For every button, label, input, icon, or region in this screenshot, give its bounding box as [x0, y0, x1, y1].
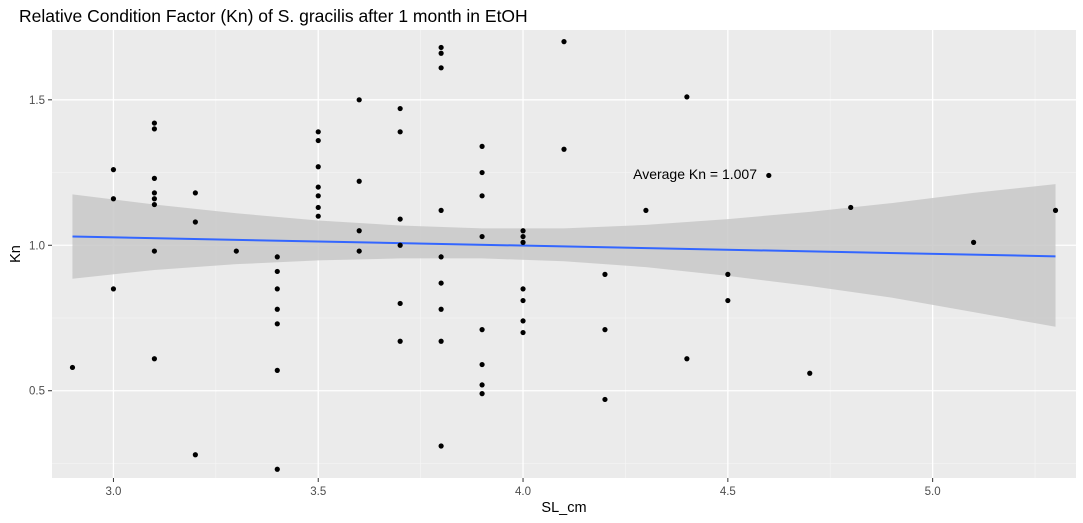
- data-point: [151, 190, 157, 196]
- data-point: [397, 129, 403, 135]
- data-point: [356, 248, 362, 254]
- data-point: [315, 137, 321, 144]
- data-point: [520, 239, 526, 245]
- data-point: [848, 204, 854, 211]
- data-point: [315, 213, 321, 219]
- data-point: [1052, 207, 1059, 213]
- data-point: [479, 169, 485, 176]
- x-tick-label: 3.0: [105, 486, 121, 498]
- x-tick-label: 3.5: [310, 486, 326, 498]
- data-point: [479, 143, 485, 149]
- x-tick-label: 5.0: [925, 486, 941, 498]
- chart-title: Relative Condition Factor (Kn) of S. gra…: [19, 6, 528, 26]
- x-tick-label: 4.0: [515, 486, 531, 498]
- data-point: [192, 190, 198, 196]
- x-axis-label: SL_cm: [541, 500, 586, 516]
- data-point: [151, 356, 157, 362]
- data-point: [479, 391, 485, 397]
- data-point: [151, 175, 157, 181]
- x-tick-label: 4.5: [720, 486, 736, 498]
- data-point: [438, 50, 444, 56]
- data-point: [602, 396, 608, 403]
- data-point: [438, 65, 444, 71]
- data-point: [438, 306, 444, 312]
- data-point: [315, 164, 321, 170]
- data-point: [561, 146, 567, 152]
- data-point: [397, 300, 403, 307]
- data-point: [725, 271, 731, 277]
- data-point: [479, 361, 485, 368]
- data-point: [274, 254, 280, 260]
- y-tick-label: 0.5: [29, 386, 45, 398]
- data-point: [479, 327, 485, 333]
- data-point: [438, 338, 444, 344]
- data-point: [274, 286, 280, 292]
- data-point: [438, 254, 444, 260]
- y-axis-ticks: 0.5 1.0 1.5: [29, 95, 52, 398]
- data-point: [397, 216, 403, 222]
- data-point: [725, 297, 731, 304]
- average-kn-annotation: Average Kn = 1.007: [633, 166, 757, 182]
- data-point: [520, 318, 526, 324]
- trend-line: [72, 235, 1056, 258]
- y-tick-label: 1.0: [29, 240, 45, 252]
- data-point: [151, 201, 157, 208]
- confidence-band: [72, 184, 1056, 327]
- data-point: [479, 382, 485, 388]
- data-point: [479, 193, 485, 199]
- data-point: [520, 286, 526, 292]
- data-point: [397, 105, 403, 112]
- data-point: [438, 443, 444, 449]
- data-point: [356, 228, 362, 234]
- data-point: [684, 356, 690, 362]
- data-point: [356, 97, 362, 103]
- data-point: [315, 204, 321, 211]
- data-point: [233, 248, 239, 254]
- data-point: [397, 338, 403, 344]
- data-point: [561, 39, 567, 45]
- data-point: [151, 126, 157, 132]
- data-point: [479, 233, 485, 240]
- data-point: [69, 364, 76, 371]
- data-point: [602, 327, 608, 333]
- data-point: [684, 94, 690, 100]
- data-points: [69, 39, 1059, 472]
- data-point: [151, 120, 157, 126]
- data-point: [438, 280, 444, 286]
- data-point: [315, 129, 321, 135]
- data-point: [110, 196, 117, 202]
- data-point: [274, 367, 280, 373]
- data-point: [274, 268, 280, 275]
- data-point: [643, 207, 649, 213]
- data-point: [397, 242, 403, 248]
- y-axis-label: Kn: [8, 245, 24, 263]
- y-tick-label: 1.5: [29, 95, 45, 107]
- data-point: [110, 286, 117, 292]
- data-point: [315, 193, 321, 199]
- data-point: [274, 306, 280, 312]
- data-point: [192, 452, 198, 458]
- data-point: [438, 207, 444, 213]
- data-point: [192, 219, 198, 225]
- data-point: [807, 370, 813, 376]
- data-point: [971, 239, 977, 245]
- data-point: [356, 178, 362, 184]
- data-point: [151, 196, 157, 202]
- x-axis-ticks: 3.0 3.5 4.0 4.5 5.0: [105, 478, 941, 498]
- data-point: [151, 248, 157, 254]
- data-point: [274, 466, 280, 472]
- data-point: [274, 321, 280, 327]
- data-point: [766, 172, 772, 179]
- data-point: [520, 228, 526, 234]
- data-point: [520, 329, 526, 336]
- data-point: [602, 271, 608, 277]
- data-point: [110, 167, 117, 173]
- data-point: [520, 233, 526, 240]
- data-point: [315, 184, 321, 190]
- data-point: [438, 44, 444, 51]
- data-point: [520, 297, 526, 304]
